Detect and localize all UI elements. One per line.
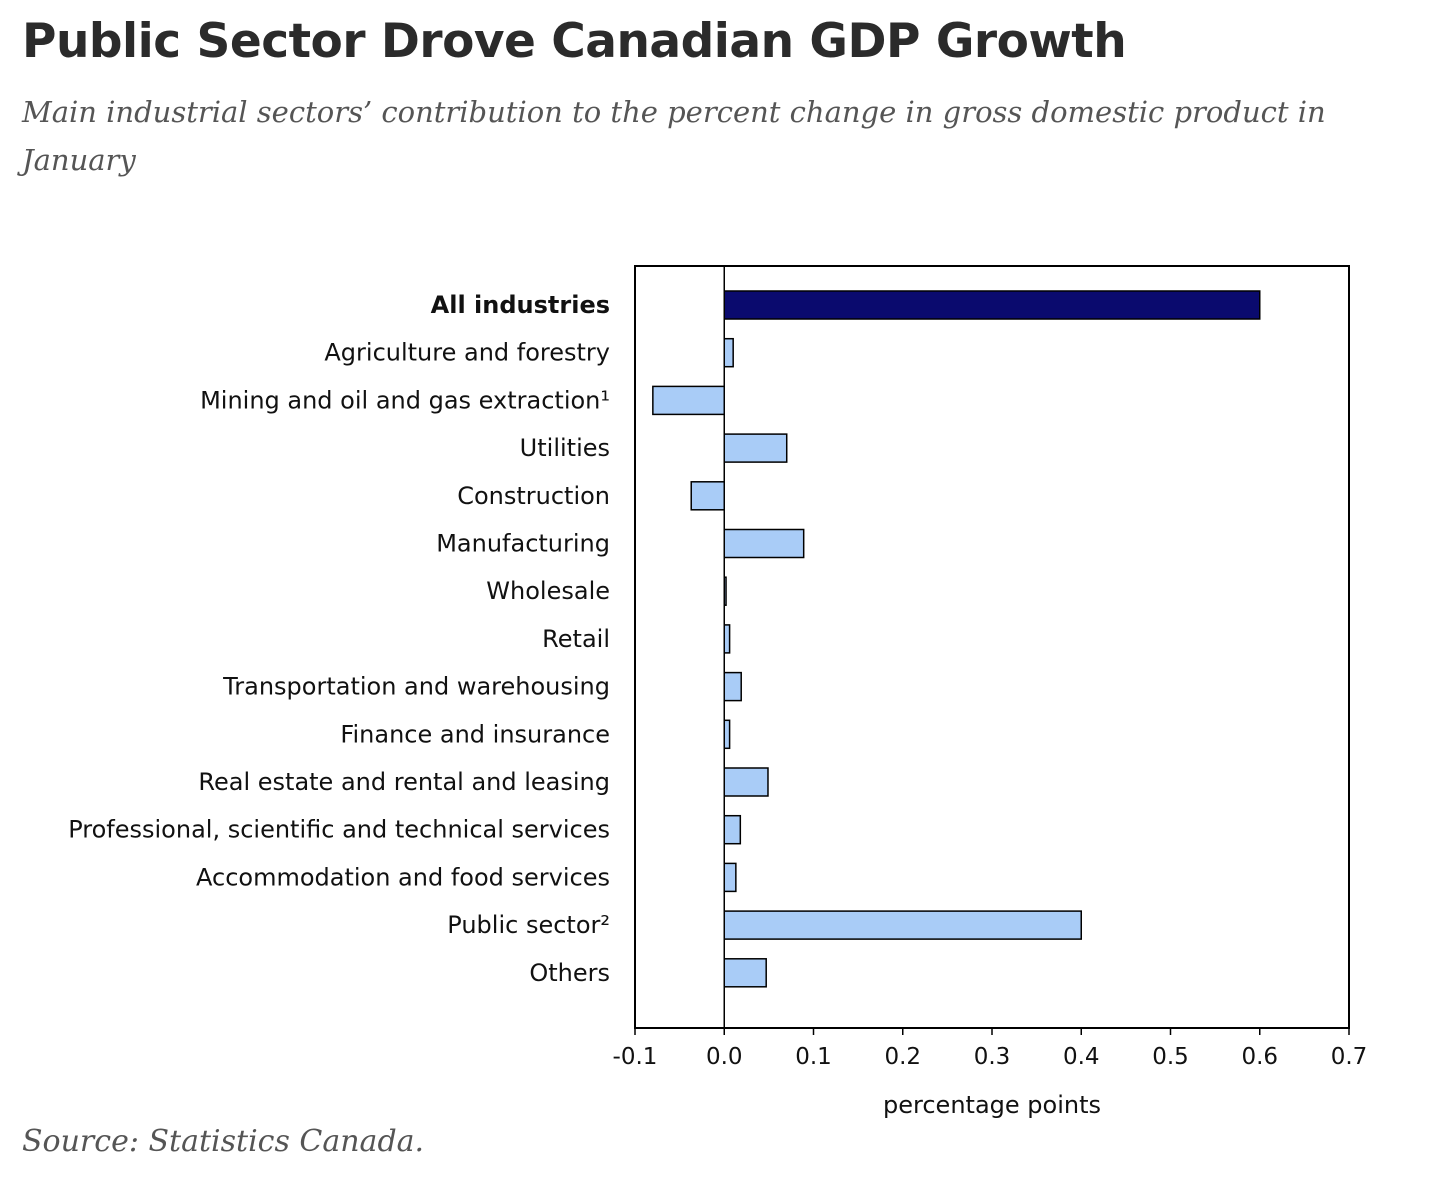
bar-2	[652, 385, 725, 416]
category-label-6: Wholesale	[486, 577, 610, 605]
bar-10	[723, 767, 769, 797]
bar-9	[723, 719, 731, 750]
x-tick-label-6: 0.5	[1152, 1044, 1189, 1070]
category-label-4: Construction	[457, 482, 610, 510]
x-axis-ticks: -0.1 0.0 0.1 0.2 0.3 0.4 0.5 0.6 0.7	[613, 1028, 1368, 1070]
bar-14	[723, 958, 767, 988]
category-label-10: Real estate and rental and leasing	[198, 768, 610, 796]
bar-3	[723, 433, 788, 463]
category-label-9: Finance and insurance	[340, 720, 610, 748]
category-label-13: Public sector²	[447, 911, 610, 939]
category-label-11: Professional, scientific and technical s…	[68, 816, 610, 844]
x-tick-label-3: 0.2	[884, 1044, 921, 1070]
x-axis-title: percentage points	[883, 1091, 1101, 1119]
x-tick-label-4: 0.3	[974, 1044, 1011, 1070]
bar-4	[690, 481, 725, 511]
category-label-2: Mining and oil and gas extraction¹	[200, 386, 610, 414]
category-label-1: Agriculture and forestry	[324, 339, 610, 367]
bar-13	[723, 910, 1082, 940]
category-labels: All industries Agriculture and forestry Mi…	[68, 291, 610, 987]
x-tick-label-8: 0.7	[1331, 1044, 1368, 1070]
category-label-7: Retail	[542, 625, 610, 653]
bar-1	[723, 337, 734, 368]
source-note: Source: Statistics Canada.	[22, 1124, 425, 1159]
chart-subtitle: Main industrial sectors’ contribution to…	[22, 95, 1326, 177]
bars-layer	[652, 290, 1261, 988]
bar-11	[723, 814, 742, 845]
x-tick-label-7: 0.6	[1241, 1044, 1278, 1070]
chart-title: Public Sector Drove Canadian GDP Growth	[22, 14, 1127, 69]
category-label-14: Others	[529, 959, 610, 987]
bar-12	[723, 862, 737, 893]
bar-7	[723, 624, 731, 654]
category-label-0: All industries	[431, 291, 610, 319]
category-label-12: Accommodation and food services	[196, 863, 610, 891]
category-label-3: Utilities	[520, 434, 610, 462]
category-label-8: Transportation and warehousing	[222, 673, 610, 701]
bar-5	[723, 528, 805, 559]
x-tick-label-5: 0.4	[1063, 1044, 1100, 1070]
x-tick-label-2: 0.1	[795, 1044, 832, 1070]
category-label-5: Manufacturing	[436, 530, 610, 558]
x-tick-label-1: 0.0	[706, 1044, 743, 1070]
x-tick-label-0: -0.1	[613, 1044, 658, 1070]
bar-0	[723, 290, 1261, 320]
bar-8	[723, 671, 742, 702]
